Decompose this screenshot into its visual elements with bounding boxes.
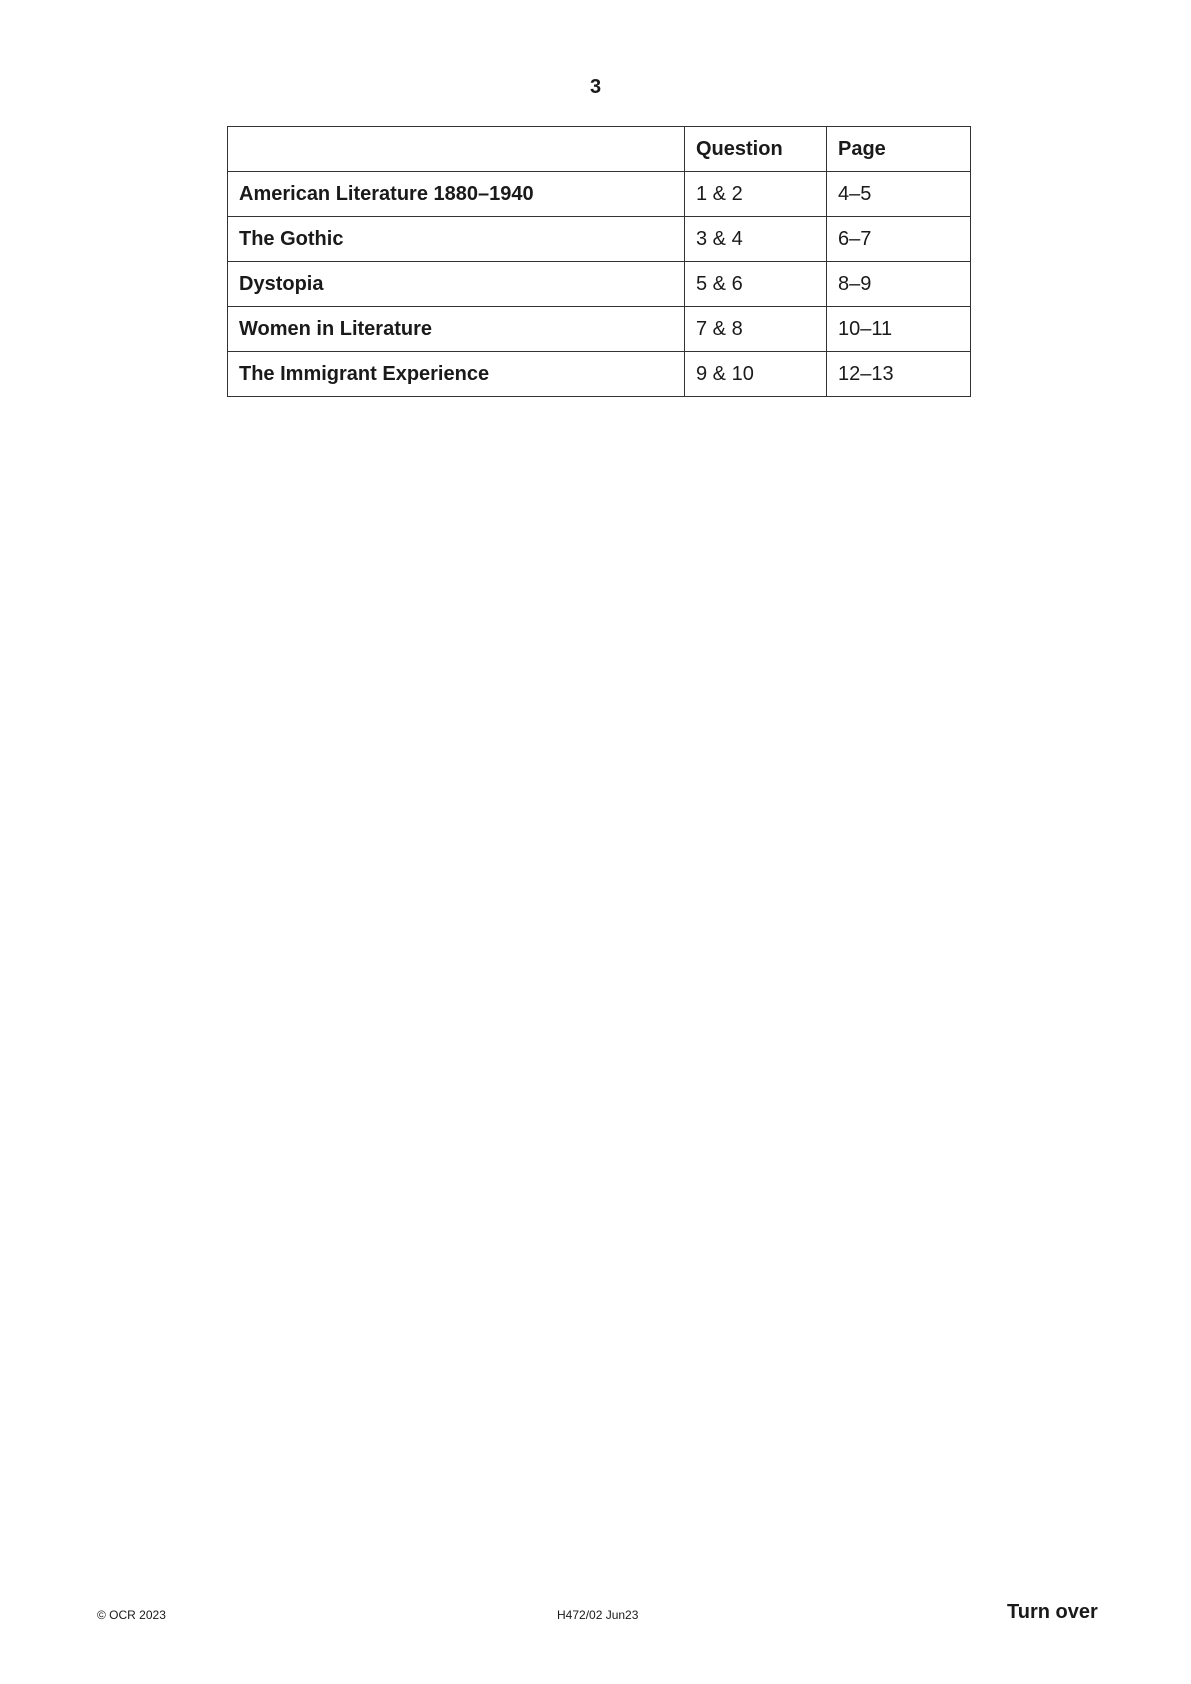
topic-cell: American Literature 1880–1940 xyxy=(227,171,685,217)
page-number: 3 xyxy=(589,76,602,98)
page-cell: 4–5 xyxy=(826,171,971,217)
page-cell: 10–11 xyxy=(826,306,971,352)
topic-cell: The Gothic xyxy=(227,216,685,262)
table-row: Dystopia 5 & 6 8–9 xyxy=(227,261,971,307)
topic-cell: The Immigrant Experience xyxy=(227,351,685,397)
table-row: The Gothic 3 & 4 6–7 xyxy=(227,216,971,262)
table-header-row: Question Page xyxy=(227,126,971,172)
question-cell: 3 & 4 xyxy=(684,216,827,262)
question-cell: 5 & 6 xyxy=(684,261,827,307)
header-page: Page xyxy=(826,126,971,172)
page-cell: 8–9 xyxy=(826,261,971,307)
footer-turn-over: Turn over xyxy=(1007,1601,1098,1623)
question-cell: 1 & 2 xyxy=(684,171,827,217)
footer-paper-code: H472/02 Jun23 xyxy=(557,1608,639,1622)
header-question: Question xyxy=(684,126,827,172)
header-topic xyxy=(227,126,685,172)
topic-cell: Dystopia xyxy=(227,261,685,307)
table-row: American Literature 1880–1940 1 & 2 4–5 xyxy=(227,171,971,217)
contents-table: Question Page American Literature 1880–1… xyxy=(227,126,971,397)
footer-copyright: © OCR 2023 xyxy=(97,1608,166,1622)
topic-cell: Women in Literature xyxy=(227,306,685,352)
page-cell: 6–7 xyxy=(826,216,971,262)
page-cell: 12–13 xyxy=(826,351,971,397)
table-row: Women in Literature 7 & 8 10–11 xyxy=(227,306,971,352)
table-row: The Immigrant Experience 9 & 10 12–13 xyxy=(227,351,971,397)
question-cell: 7 & 8 xyxy=(684,306,827,352)
question-cell: 9 & 10 xyxy=(684,351,827,397)
